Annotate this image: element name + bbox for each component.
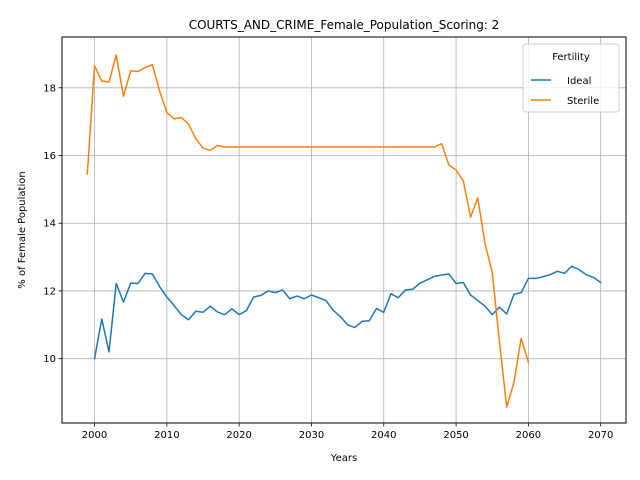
- legend-label-ideal: Ideal: [567, 76, 591, 87]
- y-tick-label: 12: [43, 286, 56, 297]
- y-tick-label: 14: [43, 219, 56, 230]
- x-tick-label: 2070: [588, 430, 613, 441]
- plot-frame: [61, 36, 627, 424]
- y-tick-label: 18: [43, 83, 56, 94]
- y-axis-label: % of Female Population: [17, 171, 28, 288]
- x-axis-label: Years: [330, 453, 357, 464]
- axis-ticks: 2000 2010 2020 2030 2040 2050 2060 2070 10 12 14 16…: [43, 83, 613, 441]
- y-tick-label: 16: [43, 151, 56, 162]
- x-tick-label: 2050: [443, 430, 468, 441]
- y-tick-label: 10: [43, 354, 56, 365]
- x-tick-label: 2020: [226, 430, 251, 441]
- legend-box: [522, 43, 620, 113]
- series-line-ideal: [93, 265, 602, 360]
- series-lines: [86, 54, 602, 408]
- x-tick-label: 2000: [82, 430, 107, 441]
- legend-label-sterile: Sterile: [567, 96, 599, 107]
- legend: Fertility Ideal Sterile: [522, 43, 620, 113]
- x-tick-label: 2040: [371, 430, 396, 441]
- x-tick-label: 2010: [154, 430, 179, 441]
- x-tick-label: 2060: [516, 430, 541, 441]
- series-line-sterile: [86, 54, 530, 408]
- legend-title: Fertility: [552, 52, 590, 63]
- chart-title: COURTS_AND_CRIME_Female_Population_Scori…: [189, 18, 500, 32]
- x-tick-label: 2030: [299, 430, 324, 441]
